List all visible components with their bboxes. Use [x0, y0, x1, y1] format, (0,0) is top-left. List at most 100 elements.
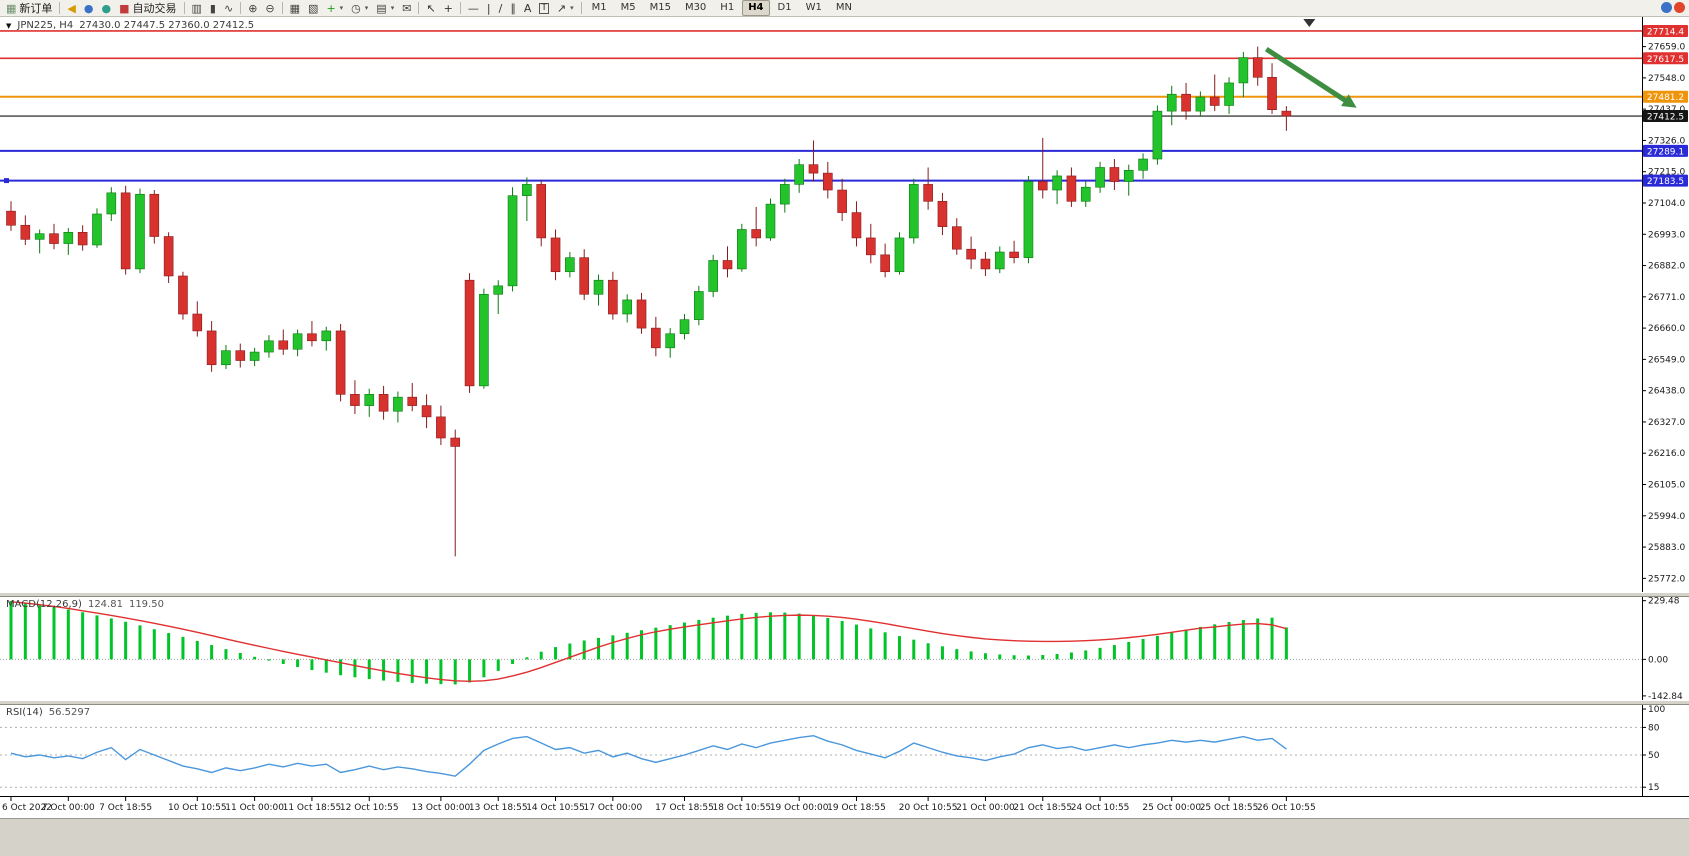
svg-text:27714.4: 27714.4	[1647, 27, 1684, 37]
svg-text:13 Oct 18:55: 13 Oct 18:55	[469, 803, 528, 813]
sound-alert-icon[interactable]: ◀	[63, 1, 79, 16]
macd-panel	[0, 600, 1642, 685]
timeframe-button-m5[interactable]: M5	[620, 2, 636, 13]
svg-text:19 Oct 18:55: 19 Oct 18:55	[827, 803, 886, 813]
timeframe-button-m1[interactable]: M1	[591, 2, 607, 13]
chevron-down-icon: ▾	[364, 4, 369, 12]
vline-tool-icon-glyph: |	[486, 1, 491, 15]
price-badge	[1643, 174, 1688, 187]
svg-text:10 Oct 10:55: 10 Oct 10:55	[168, 803, 227, 813]
templates-icon[interactable]: ▤ ▾	[372, 1, 398, 16]
price-badge	[1643, 90, 1688, 103]
channel-tool-icon[interactable]: ∥	[506, 1, 520, 16]
rsi-panel	[0, 726, 1642, 788]
toolbar-separator	[183, 2, 185, 14]
timeframe-button-mn[interactable]: MN	[835, 2, 852, 13]
new-order-button[interactable]: ▦ 新订单	[2, 1, 56, 16]
svg-text:18 Oct 10:55: 18 Oct 10:55	[712, 803, 771, 813]
svg-text:27104.0: 27104.0	[1648, 199, 1685, 209]
text-tool-icon[interactable]: A	[520, 1, 536, 16]
periods-dropdown-icon[interactable]: ◷ ▾	[347, 1, 372, 16]
candlestick-icon[interactable]: ▮	[206, 1, 220, 16]
arrows-tool-icon[interactable]: ↗ ▾	[553, 1, 578, 16]
svg-text:27659.0: 27659.0	[1648, 43, 1685, 53]
text-tool-icon-glyph: A	[523, 1, 532, 15]
svg-text:17 Oct 00:00: 17 Oct 00:00	[584, 803, 643, 813]
vline-tool-icon[interactable]: |	[483, 1, 495, 16]
svg-text:21 Oct 18:55: 21 Oct 18:55	[1013, 803, 1072, 813]
price-badge	[1643, 110, 1688, 123]
label-tool-icon-glyph: T	[539, 2, 549, 14]
svg-text:14 Oct 10:55: 14 Oct 10:55	[526, 803, 585, 813]
svg-text:26 Oct 10:55: 26 Oct 10:55	[1257, 803, 1316, 813]
trendline-tool-icon[interactable]: /	[495, 1, 507, 16]
window-bottom-area	[0, 818, 1689, 856]
svg-text:7 Oct 18:55: 7 Oct 18:55	[99, 803, 152, 813]
timeframe-button-w1[interactable]: W1	[805, 2, 822, 13]
timeframe-button-m30[interactable]: M30	[684, 2, 707, 13]
chevron-down-icon: ▾	[390, 4, 395, 12]
svg-text:-142.84: -142.84	[1648, 692, 1683, 702]
chevron-down-icon: ▾	[570, 4, 574, 12]
alert-badge[interactable]	[1674, 2, 1685, 13]
svg-text:0.00: 0.00	[1648, 655, 1668, 665]
hline-handle	[4, 178, 9, 184]
price-badge	[1643, 144, 1688, 157]
mail-icon-glyph: ✉	[402, 1, 412, 15]
indicators-button[interactable]: + ▾	[322, 1, 347, 16]
panel-divider-rsi[interactable]	[0, 700, 1689, 705]
svg-text:7 Oct 00:00: 7 Oct 00:00	[42, 803, 95, 813]
toolbar-separator	[59, 2, 61, 14]
autotrading-button[interactable]: ■ 自动交易	[115, 1, 180, 16]
price-badge	[1643, 24, 1688, 37]
toolbar-separator	[418, 2, 420, 14]
svg-text:26216.0: 26216.0	[1648, 449, 1685, 459]
timeframe-button-h1[interactable]: H1	[720, 2, 735, 13]
timeframe-button-d1[interactable]: D1	[777, 2, 792, 13]
label-tool-icon[interactable]: T	[535, 1, 553, 16]
svg-text:11 Oct 00:00: 11 Oct 00:00	[225, 803, 284, 813]
hline-tool-icon[interactable]: —	[464, 1, 483, 16]
zoom-in-icon[interactable]: ⊕	[244, 1, 261, 16]
svg-text:25772.0: 25772.0	[1648, 574, 1685, 584]
toolbar-separator	[459, 2, 461, 14]
tile-windows-icon[interactable]: ▦	[286, 1, 304, 16]
price-axis[interactable]: 27659.027548.027437.027326.027215.027104…	[1642, 17, 1688, 796]
svg-text:50: 50	[1648, 751, 1660, 761]
autotrading-glyph: ■	[119, 1, 130, 15]
crosshair-tool-icon[interactable]: +	[440, 1, 457, 16]
trend-arrow-annotation[interactable]	[1264, 47, 1357, 108]
community-icon-glyph: ●	[83, 1, 94, 15]
periods-dropdown-icon-glyph: ◷	[351, 1, 361, 15]
crosshair-tool-icon-glyph: +	[443, 1, 453, 15]
hline-tool-icon-glyph: —	[467, 1, 479, 15]
chevron-down-icon: ▾	[339, 4, 344, 12]
connection-status-icon[interactable]	[1661, 2, 1672, 13]
svg-text:27326.0: 27326.0	[1648, 136, 1685, 146]
ohlc-bars-icon[interactable]: ▥	[188, 1, 206, 16]
timeframe-button-m15[interactable]: M15	[649, 2, 671, 13]
zoom-out-icon[interactable]: ⊖	[261, 1, 278, 16]
svg-text:27481.2: 27481.2	[1647, 93, 1684, 103]
toolbar-separator	[240, 2, 242, 14]
cursor-tool-icon[interactable]: ↖	[422, 1, 439, 16]
community-icon[interactable]: ●	[80, 1, 98, 16]
svg-text:21 Oct 00:00: 21 Oct 00:00	[956, 803, 1015, 813]
svg-text:27617.5: 27617.5	[1647, 55, 1684, 65]
ohlc-bars-icon-glyph: ▥	[191, 1, 202, 15]
chart-shift-marker	[1303, 19, 1316, 27]
svg-text:26882.0: 26882.0	[1648, 262, 1685, 272]
svg-text:26660.0: 26660.0	[1648, 324, 1685, 334]
mail-icon[interactable]: ✉	[398, 1, 415, 16]
templates-icon-glyph: ▤	[376, 1, 387, 15]
svg-text:229.48: 229.48	[1648, 597, 1680, 607]
cascade-windows-icon[interactable]: ▧	[304, 1, 322, 16]
line-chart-icon[interactable]: ∿	[220, 1, 237, 16]
svg-text:26771.0: 26771.0	[1648, 293, 1685, 303]
price-badge	[1643, 52, 1688, 65]
timeframe-button-h4[interactable]: H4	[742, 0, 770, 16]
market-news-icon[interactable]: ●	[97, 1, 115, 16]
panel-divider-macd[interactable]	[0, 592, 1689, 597]
